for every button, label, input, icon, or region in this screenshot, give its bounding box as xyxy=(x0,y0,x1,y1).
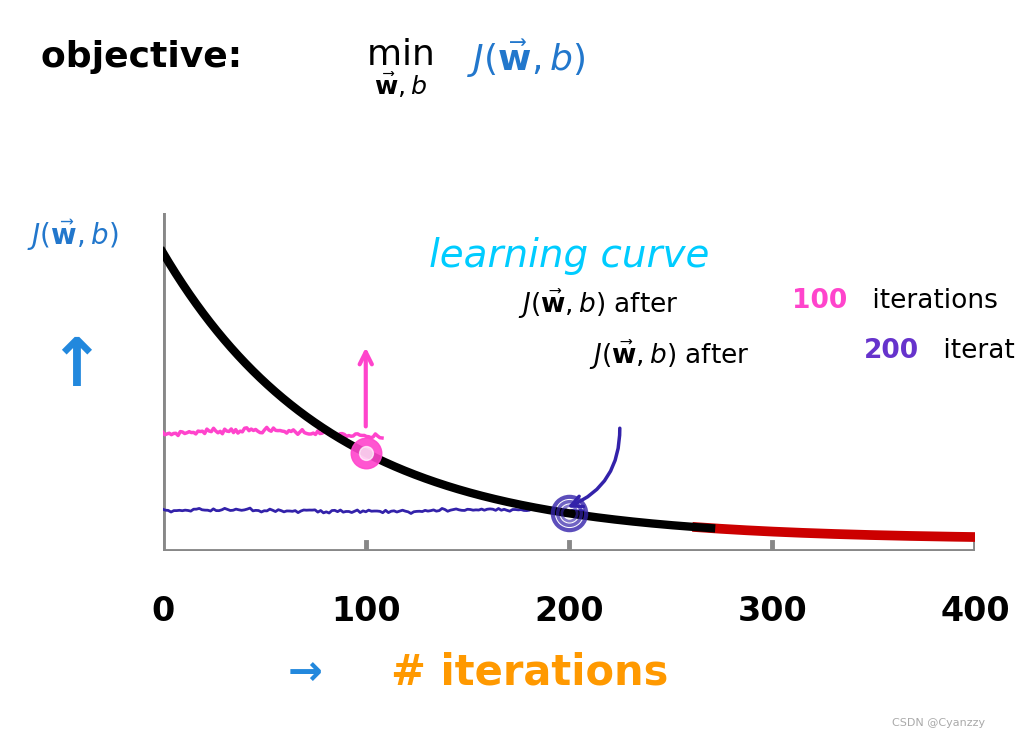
Text: objective:: objective: xyxy=(41,40,254,74)
Text: →: → xyxy=(288,651,322,694)
Text: $\underset{\vec{\mathbf{w}},b}{\min}$: $\underset{\vec{\mathbf{w}},b}{\min}$ xyxy=(366,37,433,100)
Text: 100: 100 xyxy=(331,595,400,628)
Text: 200: 200 xyxy=(864,338,918,365)
Text: 300: 300 xyxy=(738,595,807,628)
Text: $J(\vec{\mathbf{w}},b)$ after: $J(\vec{\mathbf{w}},b)$ after xyxy=(589,338,750,372)
Text: # iterations: # iterations xyxy=(391,651,669,694)
Text: $J(\vec{\mathbf{w}},b)$: $J(\vec{\mathbf{w}},b)$ xyxy=(27,218,119,253)
Text: ↑: ↑ xyxy=(49,334,104,401)
Text: $J(\vec{\mathbf{w}},b)$ after: $J(\vec{\mathbf{w}},b)$ after xyxy=(518,287,679,321)
Text: 400: 400 xyxy=(941,595,1010,628)
Text: 100: 100 xyxy=(792,287,847,314)
Text: iterations: iterations xyxy=(935,338,1016,365)
Text: 200: 200 xyxy=(534,595,604,628)
Text: learning curve: learning curve xyxy=(429,237,709,275)
Text: $J(\vec{\mathbf{w}},b)$: $J(\vec{\mathbf{w}},b)$ xyxy=(467,37,586,79)
Text: CSDN @Cyanzzy: CSDN @Cyanzzy xyxy=(892,717,986,728)
Text: 0: 0 xyxy=(151,595,174,628)
Text: iterations: iterations xyxy=(864,287,998,314)
